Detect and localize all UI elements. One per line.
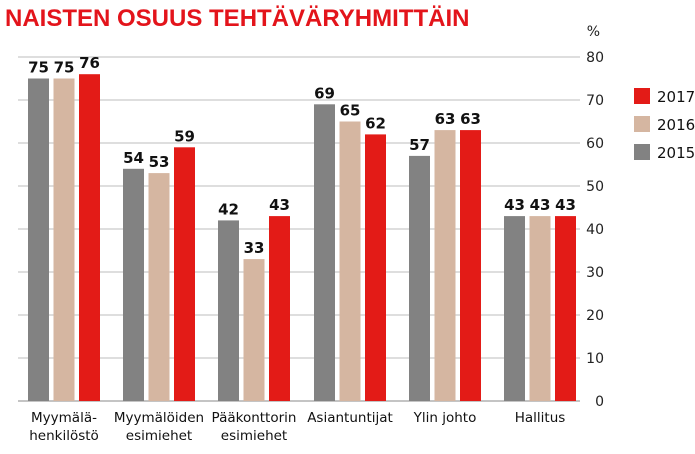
x-category-label: Ylin johto	[413, 410, 477, 426]
data-label: 63	[435, 110, 456, 128]
data-label: 43	[555, 196, 576, 214]
data-label: 43	[504, 196, 525, 214]
y-tick-label: 70	[586, 93, 604, 109]
bar	[460, 130, 481, 401]
x-category-label: Myymälöiden	[114, 410, 204, 426]
data-label: 53	[149, 153, 170, 171]
y-tick-label: 20	[586, 308, 604, 324]
y-tick-label: 60	[586, 136, 604, 152]
x-category-label: Myymälä-	[31, 410, 97, 426]
x-category-label: henkilöstö	[29, 428, 99, 444]
data-label: 75	[54, 59, 75, 77]
bar	[269, 216, 290, 401]
legend-label: 2017	[657, 88, 695, 106]
bar	[365, 134, 386, 401]
bar	[28, 78, 49, 401]
y-tick-label: 80	[586, 50, 604, 66]
y-tick-label: 40	[586, 222, 604, 238]
x-category-label: esimiehet	[221, 428, 287, 444]
gridlines	[18, 56, 580, 402]
legend-swatch	[634, 144, 650, 160]
bar	[504, 216, 525, 401]
bar	[218, 220, 239, 401]
bar	[434, 130, 456, 401]
legend: 2017 2016 2015	[634, 88, 695, 162]
data-label: 69	[314, 84, 335, 102]
x-axis-categories: Myymälä-henkilöstö Myymälöiden esimiehet Pä…	[29, 410, 565, 444]
y-tick-label: 50	[586, 179, 604, 195]
x-category-label: Pääkonttorin	[212, 410, 297, 426]
data-label: 63	[460, 110, 481, 128]
bars	[28, 74, 576, 402]
bar	[409, 155, 430, 401]
y-axis-unit: %	[587, 24, 600, 40]
data-label: 75	[28, 59, 49, 77]
bar	[148, 173, 170, 401]
bar	[79, 74, 100, 401]
y-tick-label: 10	[586, 351, 604, 367]
value-labels: 75 54 42 69 57 43 75 53 33 65 63 43 76 59 43 62 63 43	[28, 54, 576, 257]
bar	[314, 104, 335, 402]
x-category-label: esimiehet	[126, 428, 192, 444]
bar	[53, 78, 75, 401]
y-axis-ticks: 0 10 20 30 40 50 60 70 80	[586, 50, 604, 410]
bar	[243, 259, 265, 401]
legend-label: 2016	[657, 116, 695, 134]
data-label: 59	[174, 127, 195, 145]
bar	[529, 216, 551, 401]
data-label: 65	[340, 102, 361, 120]
data-label: 62	[365, 114, 386, 132]
data-label: 57	[409, 136, 430, 154]
data-label: 43	[269, 196, 290, 214]
legend-swatch	[634, 88, 650, 104]
bar	[174, 147, 195, 401]
data-label: 54	[123, 149, 144, 167]
x-category-label: Hallitus	[515, 410, 566, 426]
legend-swatch	[634, 116, 650, 132]
data-label: 42	[218, 200, 239, 218]
y-tick-label: 0	[595, 394, 604, 410]
bar	[555, 216, 576, 401]
bar	[339, 121, 361, 401]
legend-label: 2015	[657, 144, 695, 162]
bar	[123, 168, 144, 401]
data-label: 33	[244, 239, 265, 257]
y-tick-label: 30	[586, 265, 604, 281]
data-label: 43	[530, 196, 551, 214]
data-label: 76	[79, 54, 100, 72]
x-category-label: Asiantuntijat	[307, 410, 393, 426]
chart-title: NAISTEN OSUUS TEHTÄVÄRYHMITTÄIN	[5, 5, 469, 32]
